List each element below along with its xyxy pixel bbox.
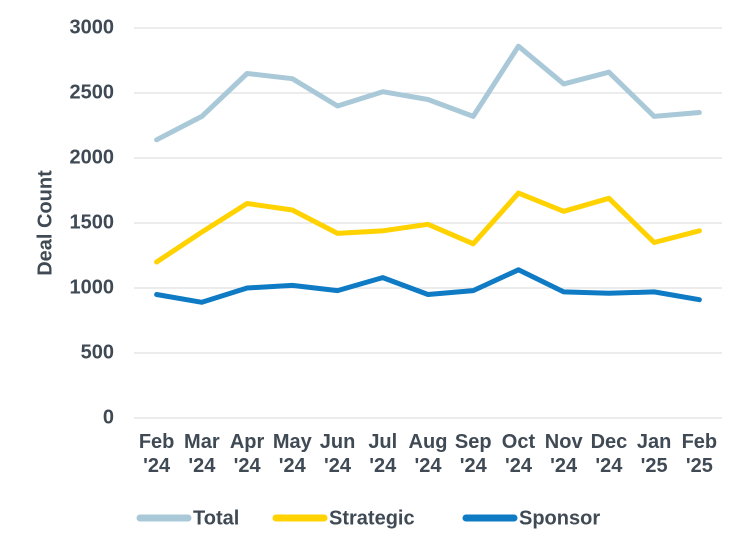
x-tick-label: Feb '25: [682, 431, 718, 477]
y-tick-label: 1000: [70, 276, 115, 298]
x-tick-label: Feb '24: [139, 431, 175, 477]
x-tick-label: Nov '24: [545, 431, 584, 477]
x-tick-label: Sep '24: [455, 431, 492, 477]
series-line: [154, 190, 702, 265]
y-tick-label: 500: [81, 341, 114, 363]
legend-label: Strategic: [329, 507, 415, 529]
x-tick-label: May '24: [273, 431, 313, 477]
x-tick-label: Dec '24: [591, 431, 628, 477]
x-tick-label: Jan '25: [637, 431, 671, 477]
legend-label: Sponsor: [519, 507, 600, 529]
y-axis-label: Deal Count: [34, 170, 56, 276]
y-tick-label: 2500: [70, 81, 115, 103]
y-tick-label: 3000: [70, 16, 115, 38]
x-tick-label: Mar '24: [184, 431, 220, 477]
y-tick-label: 1500: [70, 211, 115, 233]
x-tick-label: Jun '24: [320, 431, 356, 477]
y-tick-label: 0: [103, 406, 114, 428]
x-tick-label: Jul '24: [368, 431, 397, 477]
x-tick-label: Oct '24: [502, 431, 536, 477]
series-line: [154, 267, 702, 305]
x-tick-label: Aug '24: [409, 431, 448, 477]
series-line: [154, 43, 702, 143]
x-tick-label: Apr '24: [230, 431, 265, 477]
legend-label: Total: [193, 507, 239, 529]
y-tick-label: 2000: [70, 146, 115, 168]
